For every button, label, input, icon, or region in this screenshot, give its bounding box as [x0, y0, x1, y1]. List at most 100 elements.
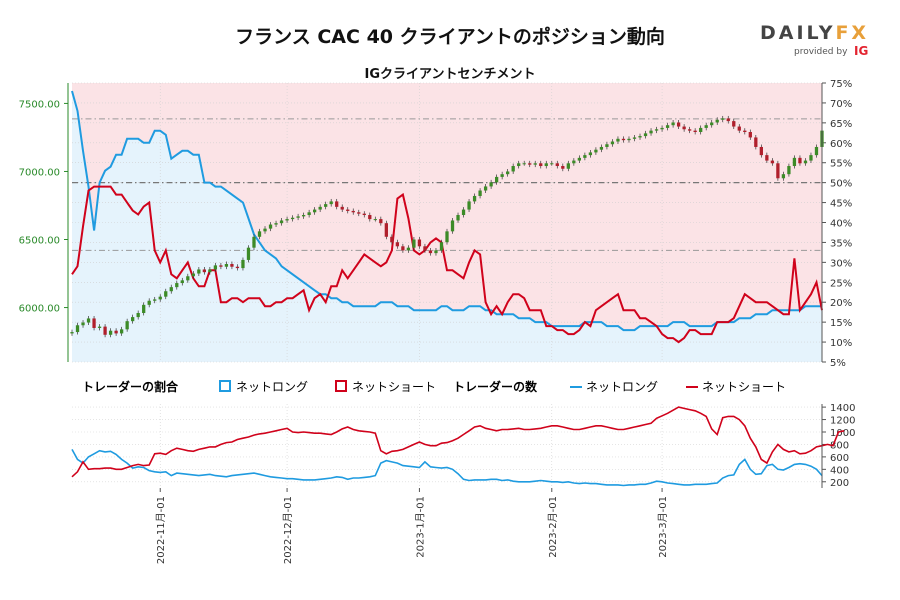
candle-body [561, 166, 565, 169]
count-tick-label: 1000 [830, 428, 855, 439]
candle-body [340, 206, 344, 210]
candle-body [373, 219, 377, 221]
date-tick-label: 2023-2月-01 [547, 496, 559, 558]
candle-body [665, 125, 670, 128]
candle-body [147, 300, 151, 305]
candle-body [357, 212, 361, 214]
candle-body [676, 122, 681, 127]
legend-ratio-long-label[interactable]: ネットロング [236, 380, 308, 394]
legend-ratio-short-swatch[interactable] [335, 380, 347, 392]
candle-body [434, 250, 438, 254]
candle-body [274, 223, 278, 225]
candle-body [632, 137, 637, 139]
candle-body [544, 163, 548, 167]
candle-body [550, 163, 554, 165]
candle-body [153, 299, 157, 301]
candle-body [136, 313, 140, 318]
candle-body [506, 171, 510, 175]
candle-body [577, 157, 581, 161]
candle-body [307, 212, 311, 216]
short-area [72, 83, 822, 331]
candle-body [809, 155, 813, 161]
count-tick-label: 200 [830, 478, 849, 489]
legend-ratio-short-label[interactable]: ネットショート [352, 380, 436, 394]
candle-body [125, 321, 129, 330]
legend-count-title: トレーダーの数 [453, 379, 538, 394]
candle-body [180, 280, 184, 284]
price-tick-label: 7500.00 [19, 99, 60, 110]
candle-body [401, 246, 405, 251]
candle-body [721, 118, 725, 120]
pct-tick-label: 45% [830, 199, 852, 210]
legend-count-long-label[interactable]: ネットロング [586, 380, 658, 394]
candle-body [770, 160, 775, 164]
candle-body [175, 283, 179, 288]
candle-body [395, 242, 400, 247]
count-tick-label: 400 [830, 465, 849, 476]
candle-body [257, 231, 262, 237]
candle-body [759, 146, 763, 156]
candle-body [142, 304, 146, 314]
candle-body [699, 127, 703, 132]
legend-ratio-long-swatch[interactable] [219, 380, 231, 392]
pct-tick-label: 65% [830, 119, 852, 130]
candle-body [814, 146, 819, 156]
candle-body [643, 133, 648, 137]
candle-body [279, 220, 284, 224]
count-tick-label: 1400 [830, 403, 855, 414]
count-tick-label: 600 [830, 453, 849, 464]
candle-body [450, 220, 455, 232]
pct-tick-label: 30% [830, 258, 852, 269]
candle-body [379, 219, 383, 224]
candle-body [313, 209, 317, 213]
candle-body [572, 160, 576, 164]
candle-body [682, 126, 686, 130]
net-long-pct-line [71, 90, 822, 332]
candle-body [296, 216, 300, 218]
price-tick-label: 6500.00 [19, 236, 60, 247]
candle-body [599, 146, 604, 150]
candle-body [693, 130, 697, 132]
candle-body [517, 163, 521, 167]
candle-body [318, 206, 322, 210]
candle-body [726, 118, 730, 122]
pct-tick-label: 40% [830, 219, 852, 230]
candle-body [70, 332, 74, 334]
pct-tick-label: 10% [830, 338, 852, 349]
candle-body [478, 190, 482, 196]
candle-body [169, 287, 173, 292]
candle-body [191, 273, 195, 277]
candle-body [472, 195, 477, 202]
legend-count-short-label[interactable]: ネットショート [702, 380, 786, 394]
candle-body [390, 236, 394, 243]
candle-body [158, 296, 162, 300]
candle-body [428, 250, 433, 254]
candle-body [335, 201, 339, 207]
candle-body [588, 152, 593, 156]
pct-tick-label: 50% [830, 179, 852, 190]
candle-body [324, 204, 328, 207]
date-tick-label: 2023-1月-01 [414, 496, 426, 558]
pct-tick-label: 60% [830, 139, 852, 150]
net-short-pct-line [71, 185, 823, 344]
candle-body [224, 264, 229, 267]
candle-body [86, 318, 91, 323]
candle-body [494, 176, 499, 183]
candle-body [500, 174, 504, 177]
candle-body [263, 228, 267, 232]
logo-wordmark: DAILYFX [760, 22, 869, 44]
candle-body [108, 330, 113, 335]
candle-body [351, 210, 355, 213]
candle-body [423, 246, 427, 251]
candle-body [219, 265, 223, 267]
candle-body [533, 163, 537, 165]
candle-body [285, 219, 289, 221]
candle-body [213, 265, 218, 270]
net-long-count-line [71, 449, 823, 487]
candle-body [489, 182, 493, 187]
pct-tick-label: 25% [830, 278, 852, 289]
candle-body [638, 136, 642, 138]
pct-tick-label: 70% [830, 99, 852, 110]
